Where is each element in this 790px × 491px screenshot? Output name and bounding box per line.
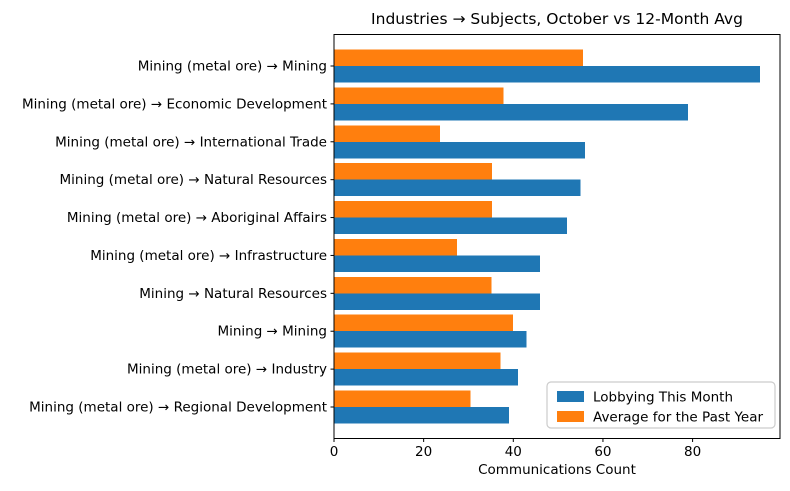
bar-lobbying-this-month	[334, 407, 509, 424]
bar-average-past-year	[334, 314, 513, 332]
bar-average-past-year	[334, 276, 492, 294]
legend-label: Lobbying This Month	[593, 390, 733, 406]
bar-average-past-year	[334, 163, 493, 180]
plot-border	[333, 34, 781, 439]
category-label: Mining (metal ore) → Economic Developmen…	[22, 96, 327, 112]
bar-lobbying-this-month	[334, 369, 518, 386]
bar-lobbying-this-month	[334, 255, 541, 272]
x-tick-label: 0	[330, 444, 339, 460]
bar-lobbying-this-month	[334, 66, 760, 83]
bar-average-past-year	[334, 238, 457, 256]
x-tick-label: 60	[594, 444, 611, 460]
bar-average-past-year	[334, 201, 492, 218]
bar-lobbying-this-month	[334, 179, 581, 197]
category-label: Mining → Natural Resources	[139, 286, 327, 302]
legend-swatch	[557, 411, 584, 422]
bar-average-past-year	[334, 352, 501, 370]
bar-lobbying-this-month	[334, 217, 568, 235]
bar-average-past-year	[334, 87, 504, 104]
x-tick-label: 80	[684, 444, 701, 460]
category-label: Mining (metal ore) → Regional Developmen…	[29, 400, 327, 416]
category-label: Mining (metal ore) → Infrastructure	[90, 248, 327, 264]
legend-label: Average for the Past Year	[593, 410, 763, 426]
bar-average-past-year	[334, 49, 584, 66]
legend-swatch	[557, 391, 584, 402]
bar-lobbying-this-month	[334, 141, 586, 159]
x-tick-label: 20	[415, 444, 432, 460]
category-label: Mining → Mining	[217, 324, 327, 340]
x-axis-label: Communications Count	[478, 462, 636, 478]
legend-box	[546, 381, 776, 429]
bar-lobbying-this-month	[334, 103, 689, 121]
bar-average-past-year	[334, 390, 471, 407]
x-tick-label: 40	[505, 444, 522, 460]
bar-lobbying-this-month	[334, 331, 527, 348]
category-label: Mining (metal ore) → Industry	[127, 362, 327, 378]
chart-title: Industries → Subjects, October vs 12-Mon…	[371, 10, 743, 28]
category-label: Mining (metal ore) → Natural Resources	[60, 172, 327, 188]
category-label: Mining (metal ore) → Aboriginal Affairs	[67, 210, 327, 226]
category-label: Mining (metal ore) → International Trade	[55, 134, 327, 150]
category-label: Mining (metal ore) → Mining	[138, 59, 327, 75]
bar-average-past-year	[334, 125, 441, 142]
bar-lobbying-this-month	[334, 293, 541, 310]
